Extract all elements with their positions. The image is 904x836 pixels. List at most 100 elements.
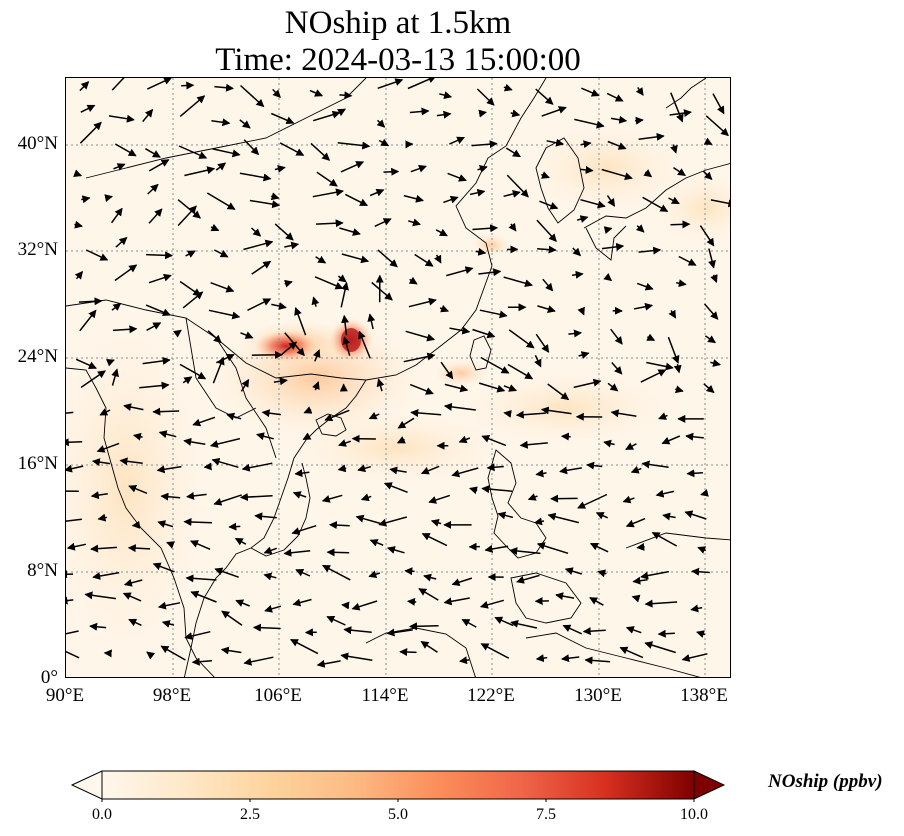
wind-vector-arrow xyxy=(710,199,730,208)
wind-vector-arrow xyxy=(536,542,569,555)
wind-vector-arrow xyxy=(699,225,715,247)
wind-vector-arrow xyxy=(509,547,541,555)
wind-vector-arrow xyxy=(239,493,273,502)
wind-vector-arrow xyxy=(472,328,496,339)
wind-vector-arrow xyxy=(337,274,347,283)
wind-vector-arrow xyxy=(459,656,470,665)
wind-vector-arrow xyxy=(340,652,373,661)
wind-vector-arrow xyxy=(119,457,143,466)
wind-vector-arrow xyxy=(399,648,417,657)
wind-vector-arrow xyxy=(638,246,662,255)
wind-vector-arrow xyxy=(537,305,556,313)
wind-vector-arrow xyxy=(81,195,91,204)
wind-vector-arrow xyxy=(178,145,208,159)
wind-vector-arrow xyxy=(74,270,84,280)
wind-vector-arrow xyxy=(99,408,111,416)
wind-vector-arrow xyxy=(66,518,82,522)
lon-tick-label: 90°E xyxy=(45,685,85,706)
wind-vector-arrow xyxy=(430,518,442,527)
wind-vector-arrow xyxy=(376,378,385,392)
wind-vector-arrow xyxy=(146,322,162,331)
wind-vector-arrow xyxy=(505,147,521,158)
wind-vector-arrow xyxy=(271,112,295,124)
wind-vector-arrow xyxy=(703,303,719,320)
wind-vector-arrow xyxy=(316,171,338,187)
wind-vector-arrow xyxy=(670,220,691,229)
wind-vector-arrow xyxy=(207,330,222,344)
wind-vector-arrow xyxy=(443,402,476,411)
wind-vector-arrow xyxy=(519,440,548,449)
wind-vector-arrow xyxy=(220,646,242,655)
wind-vector-arrow xyxy=(404,567,415,576)
wind-vector-arrow xyxy=(640,369,667,383)
wind-vector-arrow xyxy=(377,249,398,268)
wind-vector-arrow xyxy=(292,491,307,499)
wind-vector-arrow xyxy=(123,403,144,412)
wind-vector-arrow xyxy=(226,412,242,421)
wind-vector-arrow xyxy=(601,242,625,251)
wind-vector-arrow xyxy=(368,570,381,579)
wind-vector-arrow xyxy=(206,192,236,210)
wind-vector-arrow xyxy=(681,653,708,662)
wind-vector-arrow xyxy=(97,513,108,522)
wind-vector-arrow xyxy=(146,651,155,660)
wind-vector-arrow xyxy=(74,220,83,229)
wind-vector-arrow xyxy=(625,442,637,451)
wind-vector-arrow xyxy=(480,356,510,374)
wind-vector-arrow xyxy=(684,510,707,520)
wind-vector-arrow xyxy=(152,562,175,573)
wind-vector-arrow xyxy=(111,78,125,91)
lat-tick-label: 16°N xyxy=(17,453,58,474)
wind-vector-arrow xyxy=(407,597,417,606)
wind-vector-arrow xyxy=(480,643,510,659)
wind-vector-arrow xyxy=(657,629,675,638)
wind-vector-arrow xyxy=(172,329,182,338)
wind-vector-arrow xyxy=(228,522,241,531)
wind-vector-arrow xyxy=(212,356,225,384)
wind-vector-arrow xyxy=(670,92,684,123)
wind-vector-arrow xyxy=(469,486,478,495)
wind-vector-arrow xyxy=(80,104,96,113)
wind-vector-arrow xyxy=(610,409,637,418)
wind-vector-arrow xyxy=(79,121,102,144)
wind-vector-arrow xyxy=(669,109,692,118)
wind-vector-arrow xyxy=(476,88,495,106)
wind-vector-arrow xyxy=(294,469,310,478)
wind-vector-arrow xyxy=(696,630,706,638)
wind-vector-arrow xyxy=(75,358,97,369)
wind-vector-arrow xyxy=(708,248,716,269)
wind-vector-arrow xyxy=(160,645,186,661)
wind-vector-arrow xyxy=(114,264,138,282)
wind-vector-arrow xyxy=(284,279,293,288)
wind-vector-arrow xyxy=(622,495,635,504)
lon-tick-label: 98°E xyxy=(152,685,192,706)
wind-vector-arrow xyxy=(243,139,260,156)
wind-vector-arrow xyxy=(351,600,378,611)
wind-vector-arrow xyxy=(697,546,707,554)
wind-vector-arrow xyxy=(179,363,207,380)
wind-vector-arrow xyxy=(181,81,195,90)
wind-vector-arrow xyxy=(625,626,642,634)
wind-vector-arrow xyxy=(343,626,372,635)
wind-vector-arrow xyxy=(295,569,311,577)
wind-vector-arrow xyxy=(408,276,418,285)
wind-vector-arrow xyxy=(160,492,181,501)
wind-vector-arrow xyxy=(670,144,678,154)
wind-vector-arrow xyxy=(284,241,300,250)
wind-vector-arrow xyxy=(503,384,518,392)
wind-vector-arrow xyxy=(128,485,148,494)
wind-vector-arrow xyxy=(586,461,603,470)
wind-vector-arrow xyxy=(409,622,439,631)
wind-vector-arrow xyxy=(235,599,250,607)
wind-vector-arrow xyxy=(541,171,550,179)
wind-vector-arrow xyxy=(560,432,571,441)
wind-vector-arrow xyxy=(341,253,370,264)
wind-vector-arrow xyxy=(185,250,196,258)
wind-vector-arrow xyxy=(601,168,633,181)
wind-vector-arrow xyxy=(589,542,609,553)
lat-tick-label: 32°N xyxy=(17,239,58,260)
wind-vector-arrow xyxy=(321,494,343,503)
wind-vector-arrow xyxy=(446,266,474,277)
wind-vector-arrow xyxy=(636,282,654,291)
wind-vector-arrow xyxy=(90,544,117,553)
